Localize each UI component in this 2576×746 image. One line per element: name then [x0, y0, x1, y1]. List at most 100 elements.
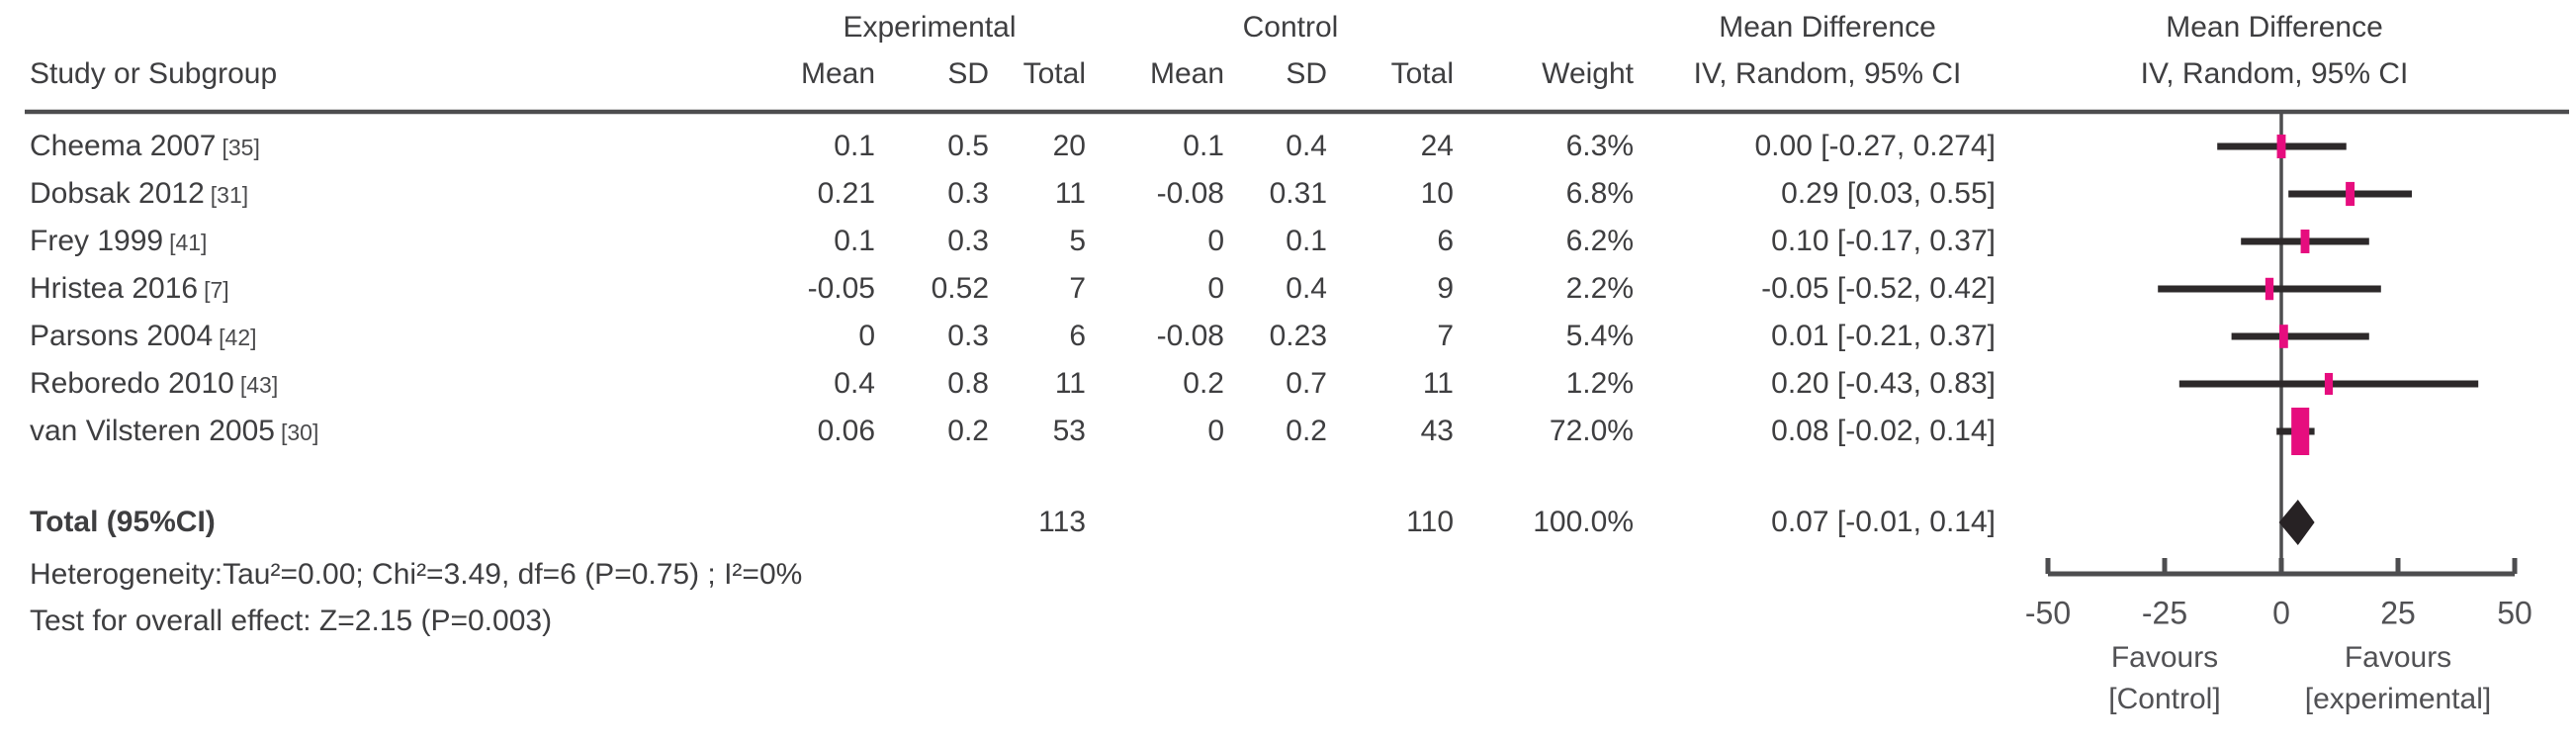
favours-experimental-label: Favours: [2345, 641, 2451, 674]
axis-tick-label: 25: [2380, 595, 2416, 630]
cell-ctl-total: 24: [1420, 130, 1454, 162]
cell-ctl-mean: 0: [1207, 225, 1224, 257]
cell-ctl-total: 9: [1437, 272, 1454, 305]
cell-md: -0.05 [-0.52, 0.42]: [1761, 272, 1996, 305]
point-estimate-marker: [2276, 135, 2286, 158]
table-row: Cheema 2007 [35] 0.1 0.5 20 0.1 0.4 24 6.3% 0.00 …: [0, 127, 2576, 166]
cell-exp-mean: 0.4: [834, 367, 875, 400]
cell-exp-sd: 0.2: [947, 415, 989, 447]
cell-exp-mean: 0.21: [817, 177, 875, 210]
axis-tick-label: 0: [2272, 595, 2290, 630]
overall-effect-note: Test for overall effect: Z=2.15 (P=0.003…: [30, 605, 553, 637]
cell-ctl-sd: 0.4: [1286, 272, 1327, 305]
cell-ctl-sd: 0.7: [1286, 367, 1327, 400]
column-header-study: Study or Subgroup: [30, 57, 278, 90]
cell-ctl-sd: 0.4: [1286, 130, 1327, 162]
study-reference-number: [30]: [280, 420, 319, 445]
cell-ctl-total: 43: [1420, 415, 1454, 447]
cell-exp-mean: -0.05: [807, 272, 875, 305]
study-reference-number: [31]: [210, 182, 249, 208]
column-header-md-sub: IV, Random, 95% CI: [1693, 57, 1962, 90]
table-row: Hristea 2016 [7] -0.05 0.52 7 0 0.4 9 2.2% -0.05 …: [0, 269, 2576, 309]
cell-ctl-sd: 0.23: [1269, 320, 1327, 352]
cell-ctl-total: 10: [1420, 177, 1454, 210]
group-header-control: Control: [1242, 11, 1339, 44]
study-reference-number: [42]: [219, 325, 257, 350]
cell-ctl-mean: 0: [1207, 415, 1224, 447]
cell-exp-sd: 0.52: [931, 272, 989, 305]
cell-md: 0.00 [-0.27, 0.274]: [1754, 130, 1996, 162]
cell-ctl-sd: 0.2: [1286, 415, 1327, 447]
study-label: Frey 1999 [41]: [30, 225, 208, 257]
table-row: Reboredo 2010 [43] 0.4 0.8 11 0.2 0.7 11 1.2% 0.2…: [0, 364, 2576, 404]
cell-exp-sd: 0.3: [947, 225, 989, 257]
cell-ctl-sd: 0.31: [1269, 177, 1327, 210]
cell-weight: 1.2%: [1565, 367, 1634, 400]
point-estimate-marker: [2346, 181, 2355, 207]
cell-exp-sd: 0.3: [947, 177, 989, 210]
cell-weight: 6.8%: [1565, 177, 1634, 210]
cell-exp-sd: 0.5: [947, 130, 989, 162]
table-row: Dobsak 2012 [31] 0.21 0.3 11 -0.08 0.31 10 6.8% 0…: [0, 174, 2576, 214]
total-weight: 100.0%: [1533, 506, 1634, 538]
study-reference-number: [7]: [204, 277, 229, 303]
axis-tick-label: -25: [2142, 595, 2187, 630]
study-reference-number: [35]: [222, 135, 260, 160]
total-label: Total (95%CI): [30, 506, 216, 538]
point-estimate-marker: [2265, 277, 2274, 301]
point-estimate-marker: [2291, 408, 2310, 455]
cell-md: 0.01 [-0.21, 0.37]: [1771, 320, 1996, 352]
heterogeneity-note: Heterogeneity:Tau²=0.00; Chi²=3.49, df=6…: [30, 558, 803, 591]
cell-weight: 2.2%: [1565, 272, 1634, 305]
cell-ctl-mean: 0: [1207, 272, 1224, 305]
column-header-ctl-mean: Mean: [1149, 57, 1224, 90]
cell-ctl-total: 7: [1437, 320, 1454, 352]
cell-exp-mean: 0: [858, 320, 875, 352]
plot-header-md-sub: IV, Random, 95% CI: [2140, 57, 2409, 90]
favours-control-label: Favours: [2111, 641, 2218, 674]
table-row: van Vilsteren 2005 [30] 0.06 0.2 53 0 0.2 43 72.…: [0, 412, 2576, 451]
cell-weight: 6.2%: [1565, 225, 1634, 257]
column-header-ctl-sd: SD: [1286, 57, 1327, 90]
column-header-exp-mean: Mean: [800, 57, 875, 90]
study-label: Reboredo 2010 [43]: [30, 367, 279, 400]
cell-md: 0.10 [-0.17, 0.37]: [1771, 225, 1996, 257]
cell-exp-total: 11: [1054, 367, 1086, 400]
cell-exp-sd: 0.3: [947, 320, 989, 352]
cell-exp-mean: 0.1: [834, 130, 875, 162]
cell-ctl-sd: 0.1: [1286, 225, 1327, 257]
cell-weight: 5.4%: [1565, 320, 1634, 352]
cell-exp-total: 7: [1069, 272, 1086, 305]
group-header-experimental: Experimental: [843, 11, 1017, 44]
cell-md: 0.29 [0.03, 0.55]: [1781, 177, 1996, 210]
plot-header-md-title: Mean Difference: [2166, 11, 2383, 44]
study-label: Hristea 2016 [7]: [30, 272, 229, 305]
cell-exp-total: 20: [1052, 130, 1086, 162]
column-header-exp-total: Total: [1022, 57, 1086, 90]
column-header-md-title: Mean Difference: [1719, 11, 1936, 44]
total-row: Total (95%CI) 113 110 100.0% 0.07 [-0.01…: [0, 503, 2576, 542]
cell-weight: 6.3%: [1565, 130, 1634, 162]
pooled-diamond: [2278, 500, 2315, 545]
study-label: Dobsak 2012 [31]: [30, 177, 249, 210]
table-row: Frey 1999 [41] 0.1 0.3 5 0 0.1 6 6.2% 0.10 [-0.17…: [0, 222, 2576, 261]
total-md-ci: 0.07 [-0.01, 0.14]: [1771, 506, 1996, 538]
cell-ctl-mean: 0.2: [1183, 367, 1224, 400]
study-label: Cheema 2007 [35]: [30, 130, 260, 162]
study-label: van Vilsteren 2005 [30]: [30, 415, 319, 447]
point-estimate-marker: [2279, 325, 2288, 348]
cell-md: 0.20 [-0.43, 0.83]: [1771, 367, 1996, 400]
study-reference-number: [41]: [169, 230, 208, 255]
point-estimate-marker: [2324, 372, 2334, 396]
cell-exp-mean: 0.1: [834, 225, 875, 257]
cell-ctl-total: 6: [1437, 225, 1454, 257]
column-header-weight: Weight: [1542, 57, 1634, 90]
cell-exp-total: 6: [1069, 320, 1086, 352]
cell-md: 0.08 [-0.02, 0.14]: [1771, 415, 1996, 447]
table-row: Parsons 2004 [42] 0 0.3 6 -0.08 0.23 7 5.4% 0.01 …: [0, 317, 2576, 356]
axis-tick-label: -50: [2025, 595, 2071, 630]
cell-exp-sd: 0.8: [947, 367, 989, 400]
total-ctl-n: 110: [1406, 506, 1454, 538]
